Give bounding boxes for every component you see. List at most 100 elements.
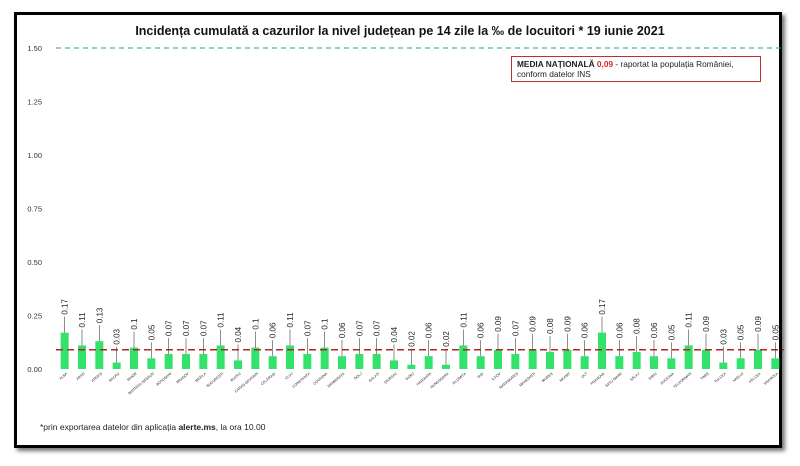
national-average-callout: MEDIA NAȚIONALĂ 0,09 - raportat la popul… [511,56,761,82]
bar [632,351,641,369]
value-label: 0.03 [719,328,728,344]
footnote-suffix: , la ora 10.00 [215,422,266,432]
value-label: 0.11 [78,312,87,328]
bar [736,358,745,369]
value-label: 0.11 [685,312,694,328]
value-label: 0.06 [425,322,434,338]
value-label: 0.03 [113,328,122,344]
category-label: OLT [581,371,589,379]
category-label: BRĂILA [195,371,208,383]
value-label: 0.07 [511,320,520,336]
category-label: IALOMIȚA [452,371,468,385]
category-label: IAȘI [477,372,485,379]
footnote-app: alerte.ms [178,422,216,432]
category-label: SATU MARE [605,371,624,388]
category-label: HUNEDOARA [429,371,450,389]
bar [372,354,381,369]
y-tick-label: 1.50 [27,44,42,53]
category-label: ILFOV [491,371,502,381]
value-label: 0.02 [407,331,416,347]
category-label: BIHOR [126,371,138,382]
category-label: CĂLĂRAȘI [260,372,276,386]
category-label: MEHEDINȚI [519,372,537,388]
bar [182,354,190,369]
value-label: 0.07 [165,320,174,336]
value-label: 0.07 [355,320,364,336]
bar [320,347,329,369]
bar [563,349,572,369]
bar [476,356,485,369]
bar [251,347,260,369]
y-tick-label: 0.25 [27,312,42,321]
chart-title: Incidența cumulată a cazurilor la nivel … [135,24,665,38]
bar [459,345,468,369]
footnote-prefix: *prin exportarea datelor din aplicația [40,422,179,432]
bar [580,356,589,369]
bar [494,349,502,369]
bar [546,351,554,369]
value-label: 0.05 [147,324,156,340]
category-label: CLUJ [284,372,294,381]
callout-label: MEDIA NAȚIONALĂ [517,59,595,69]
category-label: TULCEA [714,371,728,384]
bar [615,356,624,369]
value-label: 0.06 [338,322,347,338]
category-label: ARAD [75,371,86,381]
category-label: CONSTANȚA [292,371,312,389]
category-label: SIBIU [648,371,658,380]
value-label: 0.06 [477,322,486,338]
value-label: 0.05 [771,324,780,340]
bar [528,349,537,369]
category-label: SĂLAJ [629,372,640,382]
bar [234,360,242,369]
bar [355,354,364,369]
category-label: GALAȚI [368,372,380,383]
value-label: 0.09 [702,316,711,332]
bar [754,349,762,369]
category-label: MARAMUREȘ [498,371,519,389]
value-label: 0.11 [286,312,295,328]
y-tick-label: 0.00 [27,365,42,374]
category-label: ARGEȘ [91,371,104,383]
footnote: *prin exportarea datelor din aplicația a… [40,422,265,432]
category-label: PRAHOVA [590,371,606,386]
value-label: 0.09 [494,316,503,332]
bar [407,364,416,369]
value-label: 0.07 [373,320,382,336]
bar [424,356,433,369]
category-label: SUCEAVA [660,371,676,385]
category-label: HARGHITA [416,371,433,386]
bar [684,345,693,369]
value-label: 0.17 [61,298,70,314]
y-tick-label: 0.75 [27,205,42,214]
value-label: 0.05 [667,324,676,340]
callout-text-line1: - raportat la populația României, [613,59,734,69]
category-label: BUCUREȘTI [206,372,224,388]
y-tick-label: 1.00 [27,151,42,160]
value-label: 0.07 [303,320,312,336]
category-label: BRAȘOV [176,371,191,384]
category-label: GIURGIU [383,371,398,384]
value-label: 0.05 [737,324,746,340]
category-label: VRANCEA [763,371,779,386]
bar [268,356,277,369]
bar [130,347,138,369]
value-label: 0.06 [581,322,590,338]
bar [147,358,156,369]
value-label: 0.07 [199,320,208,336]
value-label: 0.02 [442,331,451,347]
bar [164,354,173,369]
bar [303,354,312,369]
value-label: 0.06 [269,322,278,338]
bars [60,332,780,369]
value-label: 0.06 [615,322,624,338]
value-labels: 0.17 0.11 0.13 0.03 0.1 0.05 0.07 0.07 0.07 0.11 0… [61,298,780,365]
bar [719,362,728,369]
category-label: NEAMȚ [559,371,572,383]
y-tick-label: 0.50 [27,258,42,267]
bar [60,332,69,369]
category-label: BOTOȘANI [156,372,173,387]
bar [442,364,450,369]
